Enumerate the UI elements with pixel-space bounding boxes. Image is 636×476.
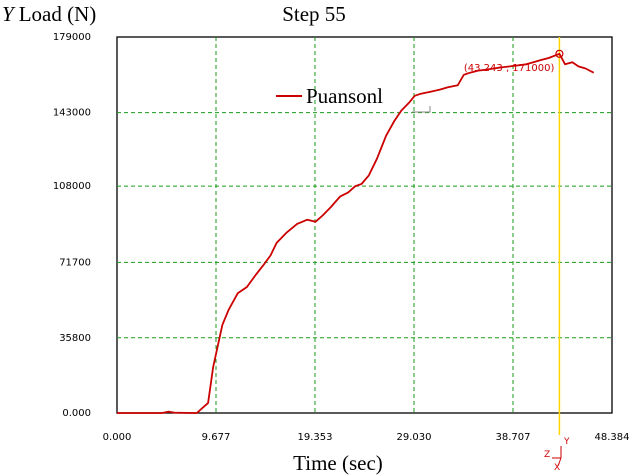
tick-labels: 0.000 9.677 19.353 29.030 38.707 48.384 179000… [53, 32, 630, 443]
y-tick-label: 71700 [59, 257, 91, 268]
y-tick-label: 179000 [53, 32, 91, 43]
series-line-puansonl [117, 52, 595, 414]
chart-title: Step 55 [282, 2, 346, 26]
x-tick-label: 29.030 [396, 432, 431, 443]
y-tick-label: 35800 [59, 333, 91, 344]
y-tick-label: 143000 [53, 108, 91, 119]
y-axis-title: Y Load (N) [2, 2, 96, 26]
x-tick-label: 9.677 [202, 432, 231, 443]
plot-area [116, 36, 613, 414]
annotation-marker [555, 49, 564, 58]
triad-x-label: X [554, 463, 560, 473]
series-group [117, 52, 595, 414]
legend: Puansonl [276, 84, 431, 113]
x-tick-label: 48.384 [595, 432, 630, 443]
triad-y-label: Y [563, 437, 570, 447]
x-tick-label: 19.353 [297, 432, 332, 443]
x-axis-title: Time (sec) [293, 451, 383, 475]
axis-triad-icon: Y Z X [544, 437, 570, 473]
y-tick-label: 108000 [53, 181, 91, 192]
triad-z-label: Z [544, 450, 550, 460]
x-tick-label: 38.707 [495, 432, 530, 443]
legend-leader-line [412, 106, 431, 113]
x-tick-label: 0.000 [103, 432, 132, 443]
y-tick-label: 0.000 [62, 408, 91, 419]
annotation-label: (43.243 , 171000) [464, 63, 555, 74]
annotation: (43.243 , 171000) [464, 49, 564, 74]
grid [117, 37, 612, 413]
legend-label: Puansonl [306, 84, 383, 108]
